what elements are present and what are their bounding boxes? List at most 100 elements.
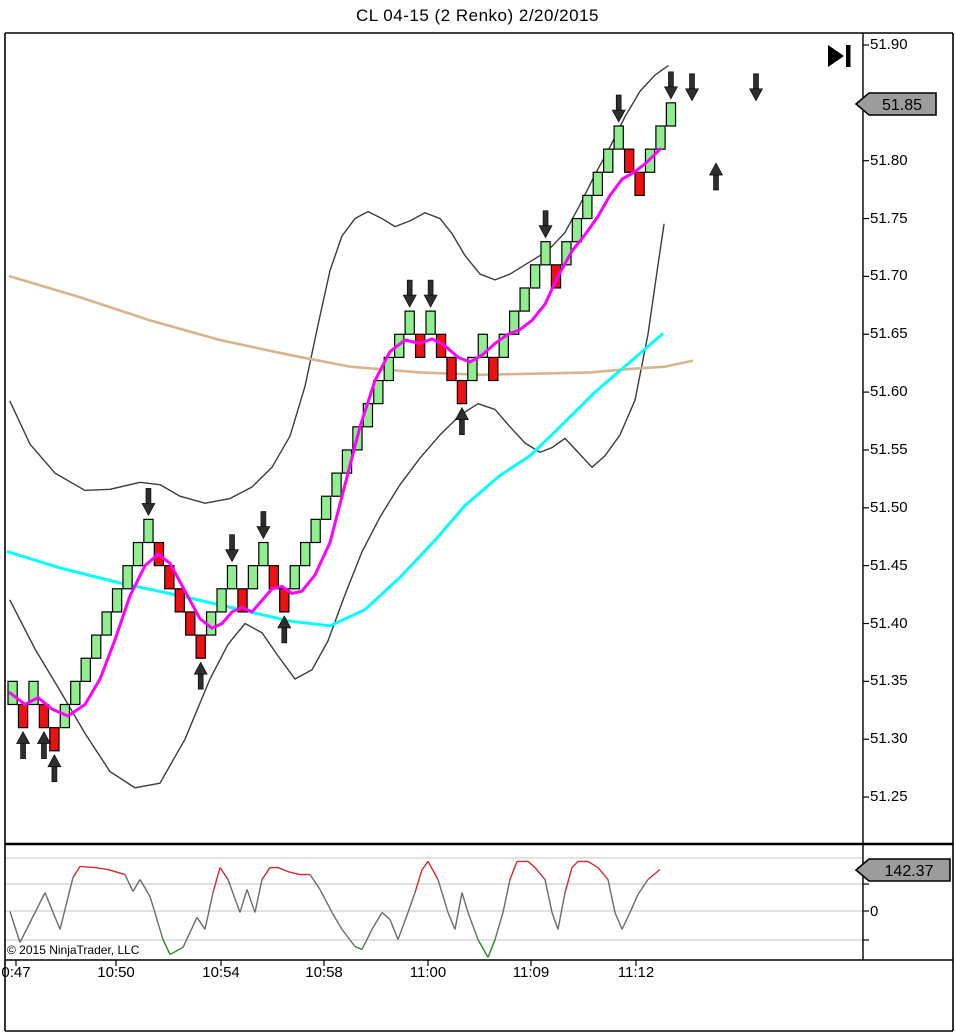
oscillator-line	[182, 917, 198, 948]
oscillator-line	[124, 874, 134, 892]
renko-down-brick	[550, 264, 562, 289]
renko-down-brick	[38, 703, 50, 729]
oscillator-line	[9, 911, 21, 943]
svg-text:142.37: 142.37	[885, 863, 934, 880]
renko-down-brick	[446, 356, 457, 382]
sell-signal-arrow-icon	[663, 71, 678, 100]
oscillator-line	[389, 919, 399, 940]
price-tick-label: 51.30	[870, 730, 908, 748]
buy-signal-arrow-icon	[47, 754, 62, 783]
renko-up-brick	[300, 541, 311, 567]
sell-signal-arrow-icon	[748, 73, 764, 102]
oscillator-line	[139, 879, 151, 897]
time-tick-label: 10:50	[97, 964, 135, 981]
mid-ma-line	[6, 332, 664, 628]
oscillator-line	[44, 892, 61, 930]
sell-signal-arrow-icon	[684, 73, 700, 102]
renko-up-brick	[655, 125, 666, 150]
oscillator-line	[212, 867, 221, 893]
band-upper-line	[9, 65, 669, 504]
price-tick-label: 51.25	[870, 788, 908, 806]
buy-signal-arrow-icon	[193, 661, 208, 690]
oscillator-line	[149, 896, 164, 940]
oscillator-line	[319, 889, 333, 913]
renko-up-brick	[310, 518, 321, 544]
renko-up-brick	[143, 518, 154, 544]
skip-to-end-icon[interactable]	[826, 42, 856, 70]
renko-up-brick	[258, 541, 269, 567]
time-tick-label: 0:47	[1, 964, 31, 981]
renko-up-brick	[540, 241, 551, 266]
oscillator-line	[246, 889, 256, 913]
renko-up-brick	[28, 680, 39, 706]
oscillator-line	[621, 912, 631, 930]
renko-up-brick	[7, 680, 18, 706]
price-tick-label: 51.45	[870, 556, 908, 574]
renko-up-brick	[383, 356, 395, 382]
price-tick-label: 51.40	[870, 614, 908, 632]
oscillator-line	[341, 928, 356, 947]
renko-down-brick	[488, 356, 499, 382]
oscillator-line	[551, 912, 559, 930]
oscillator-line	[534, 867, 546, 880]
oscillator-line	[544, 879, 553, 913]
price-tick-label: 51.35	[870, 672, 908, 690]
price-tick-label: 51.50	[870, 498, 908, 516]
oscillator-line	[79, 865, 96, 869]
renko-down-brick	[185, 611, 196, 636]
oscillator-line	[454, 892, 463, 930]
oscillator-line	[227, 879, 241, 913]
renko-down-brick	[634, 171, 645, 197]
oscillator-line	[371, 912, 383, 930]
sell-signal-arrow-icon	[402, 279, 417, 308]
renko-up-brick	[111, 588, 123, 613]
indicator-value-marker: 142.37	[854, 858, 951, 882]
renko-up-brick	[320, 495, 332, 520]
renko-up-brick	[216, 588, 227, 613]
renko-up-brick	[665, 102, 677, 127]
buy-signal-arrow-icon	[36, 731, 51, 759]
oscillator-line	[219, 867, 229, 880]
oscillator-line	[196, 917, 206, 930]
price-tick-label: 51.60	[870, 383, 908, 401]
renko-up-brick	[529, 264, 541, 289]
renko-up-brick	[373, 379, 384, 405]
renko-up-brick	[477, 333, 489, 358]
oscillator-line	[59, 877, 74, 930]
renko-down-brick	[49, 727, 60, 752]
oscillator-line	[587, 860, 599, 869]
sell-signal-arrow-icon	[225, 534, 240, 563]
renko-up-brick	[404, 310, 415, 335]
buy-signal-arrow-icon	[277, 615, 292, 644]
renko-up-brick	[331, 472, 342, 497]
price-tick-label: 51.55	[870, 440, 908, 458]
oscillator-line	[614, 912, 623, 930]
slow-ma-line	[8, 275, 694, 377]
oscillator-line	[204, 892, 214, 930]
chart-title: CL 04-15 (2 Renko) 2/20/2015	[355, 6, 600, 25]
oscillator-line	[254, 879, 263, 913]
left-arrow-tag-icon	[854, 858, 951, 882]
oscillator-line	[397, 912, 409, 940]
renko-down-brick	[623, 148, 635, 173]
price-tick-label: 51.70	[870, 267, 908, 285]
oscillator-line	[132, 879, 141, 892]
oscillator-line	[361, 929, 373, 950]
oscillator-line	[571, 860, 579, 869]
oscillator-line	[637, 879, 649, 895]
sell-signal-arrow-icon	[611, 94, 626, 123]
oscillator-line	[407, 892, 416, 913]
oscillator-line	[94, 866, 109, 871]
renko-up-brick	[571, 217, 583, 243]
oscillator-line	[502, 879, 511, 913]
svg-text:51.85: 51.85	[882, 97, 922, 114]
buy-signal-arrow-icon	[16, 731, 31, 759]
renko-up-brick	[498, 333, 509, 358]
oscillator-line	[647, 868, 661, 881]
renko-up-brick	[90, 634, 102, 659]
time-tick-label: 11:09	[512, 964, 550, 981]
renko-down-brick	[17, 703, 29, 729]
copyright-text: © 2015 NinjaTrader, LLC	[7, 943, 140, 957]
renko-up-brick	[592, 171, 604, 197]
